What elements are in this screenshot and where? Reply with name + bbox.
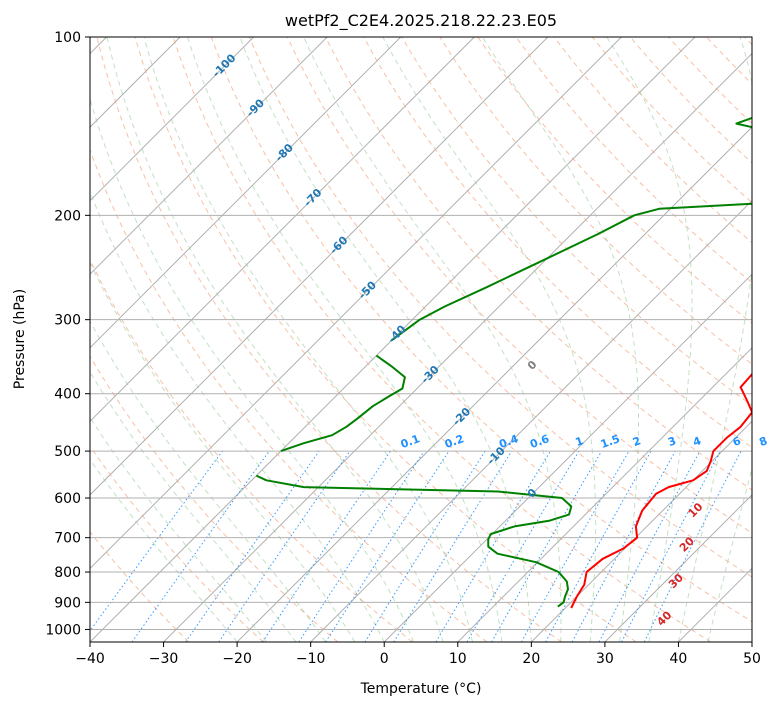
mixing-ratio-label: 4: [691, 434, 703, 449]
x-tick-label: 20: [522, 651, 540, 667]
dry-adiabat-line: [401, 37, 752, 407]
y-tick-label: 800: [54, 565, 81, 581]
x-axis: −40 −30 −20 −10 0 10 20 30 40 50: [75, 642, 761, 667]
mixing-ratio-line: [643, 450, 742, 642]
mixing-ratio-label: 3: [666, 434, 678, 449]
mixing-ratio-label: 0.6: [528, 432, 551, 451]
mixing-ratio-line: [90, 450, 223, 632]
x-axis-title: Temperature (°C): [360, 681, 482, 697]
isotherm-line: [90, 37, 549, 496]
x-tick-label: 30: [596, 651, 614, 667]
profile-line: [391, 116, 752, 342]
moist-adiabat-line: [90, 261, 356, 642]
moist-adiabat-line: [482, 37, 639, 642]
mixing-ratio-label: 8: [757, 434, 769, 449]
mixing-ratio-label: 0.1: [399, 432, 422, 451]
mixing-ratio-label: 1.5: [599, 432, 622, 451]
moist-adiabat-line: [106, 37, 444, 642]
isotherm-line: [90, 37, 402, 349]
mixing-ratio-label: 6: [731, 434, 743, 449]
mixing-ratio-label: 0.2: [443, 432, 466, 451]
isotherm-line: [236, 126, 752, 642]
x-tick-label: 40: [670, 651, 688, 667]
isotherm-line: [457, 347, 752, 642]
mixing-ratio-line: [298, 450, 425, 642]
chart-title: wetPf2_C2E4.2025.218.22.23.E05: [285, 11, 557, 31]
moist-adiabat-line: [90, 416, 267, 642]
moist-adiabat-line: [90, 190, 385, 642]
profile-lines: [255, 116, 752, 609]
mixing-ratio-line: [325, 450, 450, 642]
mixing-ratio-line: [262, 450, 391, 642]
x-tick-label: −10: [296, 651, 326, 667]
x-tick-label: −20: [222, 651, 252, 667]
mixing-ratio-line: [131, 450, 270, 642]
dry-adiabat-line: [172, 37, 712, 642]
mixing-ratio-line: [185, 450, 320, 642]
x-tick-label: 0: [380, 651, 389, 667]
mixing-ratio-label: 1: [574, 434, 586, 449]
plot-frame: [89, 36, 753, 643]
y-axis-title: Pressure (hPa): [12, 289, 28, 389]
dry-adiabat-line: [286, 37, 752, 534]
x-tick-label: 10: [449, 651, 467, 667]
moist-adiabat-line: [606, 37, 693, 642]
mixing-ratio-label: 2: [631, 434, 643, 449]
dry-adiabat-line: [90, 445, 264, 642]
mixing-ratio-label: 0.4: [497, 432, 520, 451]
profile-line: [255, 474, 573, 608]
y-tick-label: 200: [54, 208, 81, 224]
isotherm-line: [90, 37, 328, 275]
isotherm-line: [383, 273, 752, 642]
y-tick-label: 100: [54, 30, 81, 46]
y-tick-label: 600: [54, 491, 81, 507]
isotherm-line: [604, 494, 752, 642]
y-tick-label: 700: [54, 531, 81, 547]
dry-adiabat-line: [248, 37, 752, 578]
profile-line: [280, 354, 406, 453]
dry-adiabat-line: [515, 37, 752, 284]
dry-adiabat-line: [210, 37, 752, 623]
moist-adiabat-line: [303, 37, 562, 642]
pressure-gridlines: [90, 36, 752, 630]
mixing-ratio-line: [571, 450, 676, 642]
y-tick-label: 900: [54, 595, 81, 611]
isotherm-line: [163, 52, 752, 642]
y-axis: 100 200 300 400 500 600 700 800 900 1000: [45, 30, 90, 638]
profile-line: [570, 372, 752, 609]
y-tick-label: 500: [54, 444, 81, 460]
background-reference-lines: [90, 37, 752, 642]
moist-adiabat-line: [143, 37, 473, 642]
y-tick-label: 1000: [45, 622, 81, 638]
mixing-ratio-line: [521, 450, 630, 642]
y-tick-label: 400: [54, 387, 81, 403]
mixing-ratio-line: [218, 450, 351, 642]
mixing-ratio-line: [393, 450, 513, 642]
isotherm-line: [90, 37, 622, 570]
x-tick-label: −40: [75, 651, 105, 667]
moist-adiabat-line: [90, 458, 238, 642]
x-tick-label: −30: [149, 651, 179, 667]
isotherm-line: [90, 37, 475, 423]
x-tick-label: 50: [743, 651, 761, 667]
moist-adiabat-line: [90, 370, 297, 642]
y-tick-label: 300: [54, 313, 81, 329]
dry-adiabat-line: [439, 37, 752, 365]
mixing-ratio-line: [545, 450, 652, 642]
dry-adiabat-line: [90, 355, 339, 642]
isotherm-line: [90, 37, 255, 202]
dry-adiabat-line: [96, 37, 562, 642]
moist-adiabat-line: [382, 37, 597, 642]
moist-adiabat-line: [239, 37, 532, 642]
moist-adiabat-line: [187, 37, 503, 642]
dry-adiabat-line: [90, 258, 413, 642]
dry-adiabat-line: [90, 531, 190, 642]
